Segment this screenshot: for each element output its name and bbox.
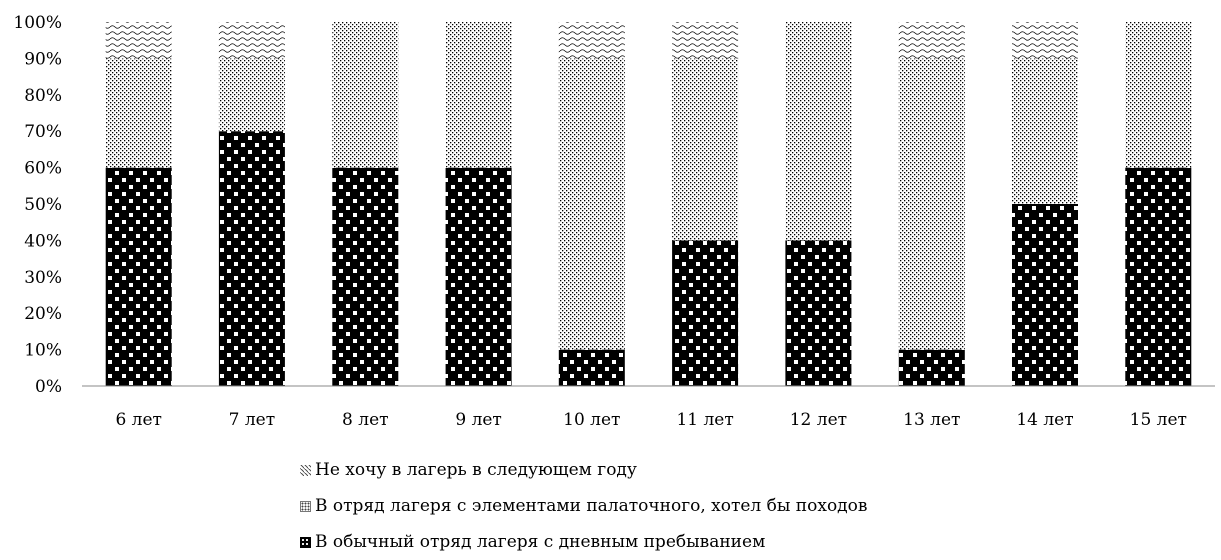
bar-segment-wave — [105, 22, 172, 59]
bar-segment-wave — [1012, 22, 1078, 59]
y-tick-label: 90% — [24, 49, 62, 69]
bar-segment-wave — [558, 22, 625, 59]
bar-segment-dots — [105, 167, 172, 386]
x-axis-ticks: 6 лет 7 лет 8 лет 9 лет 10 лет 11 лет 12 лет 13… — [115, 410, 1186, 430]
x-tick-label: 14 лет — [1016, 410, 1073, 430]
y-tick-label: 10% — [24, 341, 62, 361]
x-tick-label: 7 лет — [229, 410, 275, 430]
x-tick-label: 11 лет — [676, 410, 733, 430]
bar-segment-wave — [218, 22, 285, 59]
legend-label: В отряд лагеря с элементами палаточного,… — [315, 496, 868, 516]
y-tick-label: 40% — [24, 231, 62, 251]
bar-segment-checker — [558, 58, 625, 350]
y-axis-ticks: 0% 10% 20% 30% 40% 50% 60% 70% 80% 90% 100% — [13, 13, 62, 397]
bar-segment-wave — [898, 22, 965, 59]
y-tick-label: 50% — [24, 195, 62, 215]
bar-segment-dots — [445, 167, 512, 386]
dots-pattern-icon — [300, 536, 311, 548]
bar-segment-checker — [105, 58, 172, 168]
bar-segment-checker — [1012, 58, 1078, 205]
legend-item-dots: В обычный отряд лагеря с дневным пребыва… — [300, 524, 867, 560]
x-tick-label: 10 лет — [563, 410, 620, 430]
bar-segment-checker — [445, 22, 512, 168]
x-tick-label: 12 лет — [790, 410, 847, 430]
x-tick-label: 8 лет — [342, 410, 388, 430]
bar-segment-dots — [332, 167, 399, 386]
legend-label: Не хочу в лагерь в следующем году — [315, 460, 637, 480]
y-tick-label: 80% — [24, 86, 62, 106]
bar-segment-dots — [898, 349, 965, 386]
bar-segment-checker — [898, 58, 965, 350]
legend-label: В обычный отряд лагеря с дневным пребыва… — [315, 532, 766, 552]
bar-segment-checker — [332, 22, 399, 168]
bar-segment-dots — [1012, 204, 1078, 386]
legend: Не хочу в лагерь в следующем году В отря… — [300, 452, 867, 560]
y-tick-label: 0% — [35, 377, 62, 397]
checker-pattern-icon — [300, 500, 311, 512]
wave-pattern-icon — [300, 464, 311, 476]
bar-segment-checker — [785, 22, 852, 241]
stacked-bar-chart: 0% 10% 20% 30% 40% 50% 60% 70% 80% 90% 100% 6 лет 7… — [13, 13, 1215, 430]
bar-segment-dots — [672, 240, 739, 386]
bar-segment-dots — [218, 131, 285, 386]
bar-segment-checker — [1125, 22, 1192, 168]
x-tick-label: 6 лет — [115, 410, 161, 430]
bars-group — [105, 22, 1192, 386]
legend-item-wave: Не хочу в лагерь в следующем году — [300, 452, 867, 488]
bar-segment-checker — [218, 58, 285, 132]
bar-segment-dots — [1125, 167, 1192, 386]
bar-segment-dots — [785, 240, 852, 386]
x-tick-label: 15 лет — [1130, 410, 1187, 430]
y-tick-label: 70% — [24, 122, 62, 142]
y-tick-label: 30% — [24, 268, 62, 288]
bar-segment-checker — [672, 58, 739, 241]
bar-segment-dots — [558, 349, 625, 386]
x-tick-label: 9 лет — [455, 410, 501, 430]
bar-segment-wave — [672, 22, 739, 59]
y-tick-label: 60% — [24, 159, 62, 179]
x-tick-label: 13 лет — [903, 410, 960, 430]
y-tick-label: 20% — [24, 304, 62, 324]
legend-item-checker: В отряд лагеря с элементами палаточного,… — [300, 488, 867, 524]
y-tick-label: 100% — [13, 13, 62, 33]
